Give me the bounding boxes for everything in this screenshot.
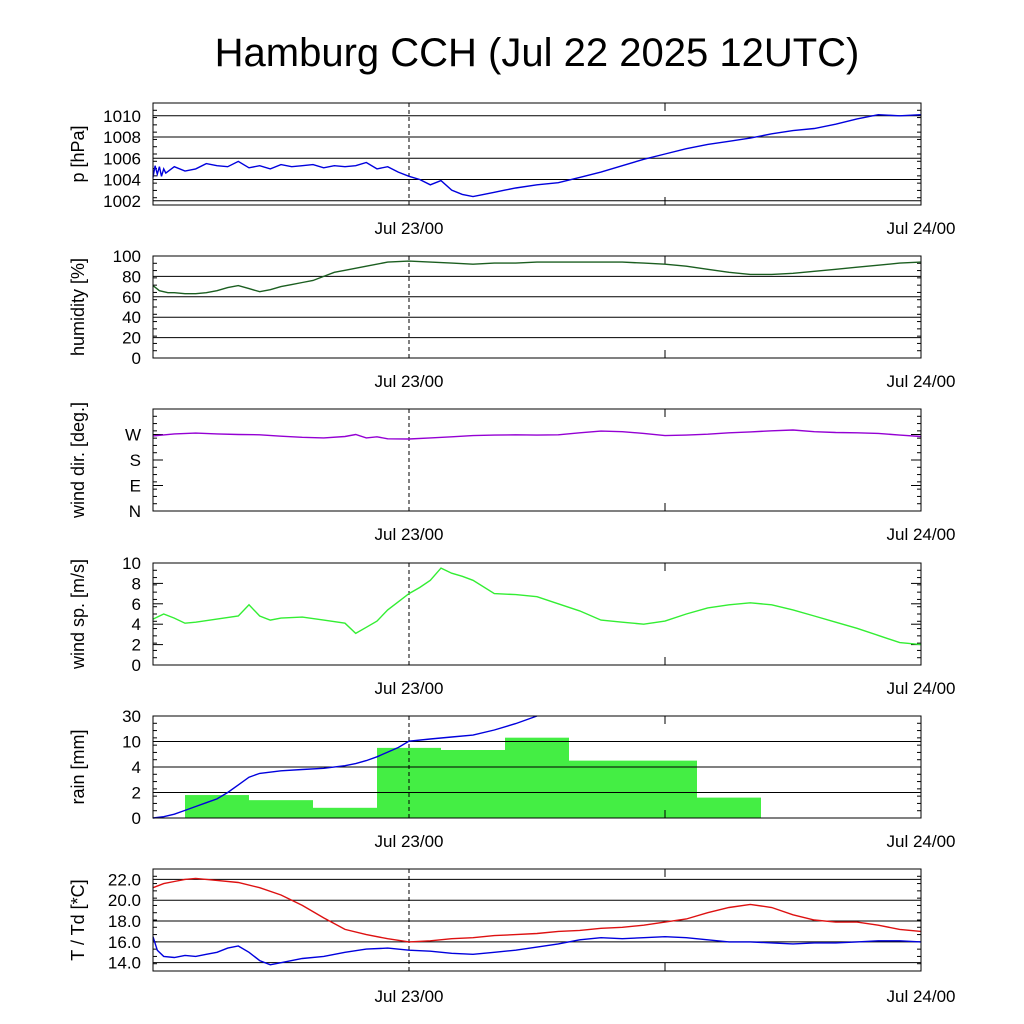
- rain-bar-3: [313, 807, 377, 818]
- y-tick-label-2: 40: [122, 308, 141, 327]
- y-axis-label: T / Td [*C]: [68, 879, 88, 960]
- y-tick-label-1: 16.0: [108, 933, 141, 952]
- x-tick-label-2: Jul 24/00: [887, 832, 956, 851]
- x-tick-label-2: Jul 24/00: [887, 987, 956, 1006]
- y-tick-label-0: 0: [132, 349, 141, 368]
- y-tick-label-3: 10: [122, 733, 141, 752]
- y-tick-label-4: 30: [122, 707, 141, 726]
- rain-bar-2: [249, 800, 313, 818]
- y-tick-label-1: 1004: [103, 171, 141, 190]
- y-tick-label-2: 18.0: [108, 912, 141, 931]
- y-tick-label-4: 80: [122, 267, 141, 286]
- plot-frame: [152, 715, 922, 819]
- series-line-0: [152, 113, 922, 198]
- series-line-0: [152, 715, 538, 819]
- y-tick-label-0: 14.0: [108, 954, 141, 973]
- rain-bar-5: [441, 750, 505, 818]
- y-axis-label: humidity [%]: [68, 258, 88, 356]
- series-line-0: [152, 567, 922, 646]
- rain-bar-7: [569, 760, 697, 818]
- rain-bar-1: [185, 795, 249, 818]
- y-tick-label-1: 20: [122, 329, 141, 348]
- panel-5: 14.0 16.0 18.0 20.0 22.0 Jul 23/00 Jul 24/00 T …: [68, 868, 956, 1006]
- y-tick-label-5: 10: [122, 554, 141, 573]
- rain-bar-6: [505, 737, 569, 818]
- chart-title: Hamburg CCH (Jul 22 2025 12UTC): [215, 31, 860, 75]
- panel-4: 0 2 4 10 30 Jul 23/00 Jul 24/00 rain [mm]: [68, 707, 956, 851]
- x-tick-label-2: Jul 24/00: [887, 219, 956, 238]
- y-tick-label-0: 0: [132, 809, 141, 828]
- y-tick-label-1: E: [130, 477, 141, 496]
- x-tick-label-2: Jul 24/00: [887, 679, 956, 698]
- y-tick-label-2: 4: [132, 758, 141, 777]
- y-tick-label-2: 1006: [103, 149, 141, 168]
- y-tick-label-1: 2: [132, 784, 141, 803]
- y-axis-label: rain [mm]: [68, 729, 88, 804]
- rain-bar-8: [697, 797, 761, 818]
- y-tick-label-0: N: [129, 502, 141, 521]
- series-line-0: [152, 877, 922, 943]
- plot-frame: [152, 255, 922, 359]
- y-tick-label-3: 6: [132, 595, 141, 614]
- y-tick-label-1: 2: [132, 636, 141, 655]
- y-tick-label-4: 8: [132, 574, 141, 593]
- y-axis-label: p [hPa]: [68, 125, 88, 182]
- y-axis-label: wind sp. [m/s]: [68, 559, 88, 670]
- series-line-0: [152, 429, 922, 440]
- series-line-1: [152, 935, 922, 966]
- x-tick-label-0: Jul 23/00: [375, 832, 444, 851]
- plot-frame: [152, 868, 922, 972]
- x-tick-label-0: Jul 23/00: [375, 372, 444, 391]
- plot-frame: [152, 102, 922, 206]
- x-tick-label-0: Jul 23/00: [375, 525, 444, 544]
- x-tick-label-2: Jul 24/00: [887, 525, 956, 544]
- y-tick-label-3: 1008: [103, 128, 141, 147]
- x-tick-label-2: Jul 24/00: [887, 372, 956, 391]
- panel-3: 02 46 810 Jul 23/00 Jul 24/00 wind sp. [m/s]: [68, 554, 956, 698]
- x-tick-label-0: Jul 23/00: [375, 987, 444, 1006]
- y-tick-label-3: W: [125, 426, 141, 445]
- panel-0: 1002 1004 1006 1008 1010 Jul 23/00 Jul 24/00 p …: [68, 102, 956, 238]
- y-tick-label-0: 0: [132, 656, 141, 675]
- y-tick-label-3: 20.0: [108, 891, 141, 910]
- plot-frame: [152, 408, 922, 512]
- y-tick-label-0: 1002: [103, 192, 141, 211]
- y-tick-label-5: 100: [113, 247, 141, 266]
- series-line-0: [152, 260, 922, 295]
- y-tick-label-3: 60: [122, 288, 141, 307]
- x-tick-label-0: Jul 23/00: [375, 219, 444, 238]
- plot-frame: [152, 562, 922, 666]
- y-tick-label-2: 4: [132, 615, 141, 634]
- y-axis-label: wind dir. [deg.]: [68, 402, 88, 519]
- y-tick-label-4: 22.0: [108, 870, 141, 889]
- y-tick-label-2: S: [130, 451, 141, 470]
- x-tick-label-0: Jul 23/00: [375, 679, 444, 698]
- y-tick-label-4: 1010: [103, 107, 141, 126]
